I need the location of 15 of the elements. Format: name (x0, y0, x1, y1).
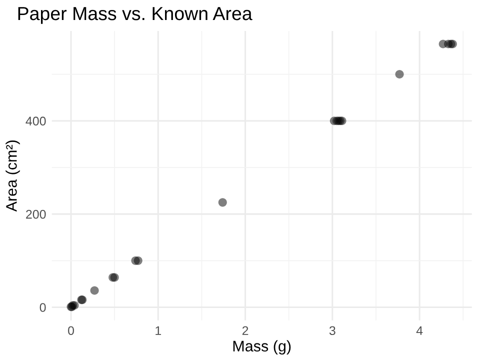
y-tick-label: 0 (40, 303, 46, 312)
x-tick-label: 3 (329, 326, 336, 336)
y-axis-title: Area (cm²) (6, 140, 20, 212)
x-tick-label: 2 (242, 326, 248, 335)
point (134, 256, 142, 265)
point (395, 70, 404, 79)
y-tick-label: 200 (26, 210, 46, 219)
x-tick-label: 1 (156, 326, 162, 335)
x-tick-label: 4 (416, 326, 423, 335)
point (218, 198, 227, 207)
y-tick-label: 400 (26, 116, 46, 126)
chart-title: Paper Mass vs. Known Area (18, 7, 252, 24)
point (90, 286, 99, 295)
x-tick-label: 0 (68, 326, 74, 336)
x-axis-title: Mass (g) (233, 340, 291, 355)
